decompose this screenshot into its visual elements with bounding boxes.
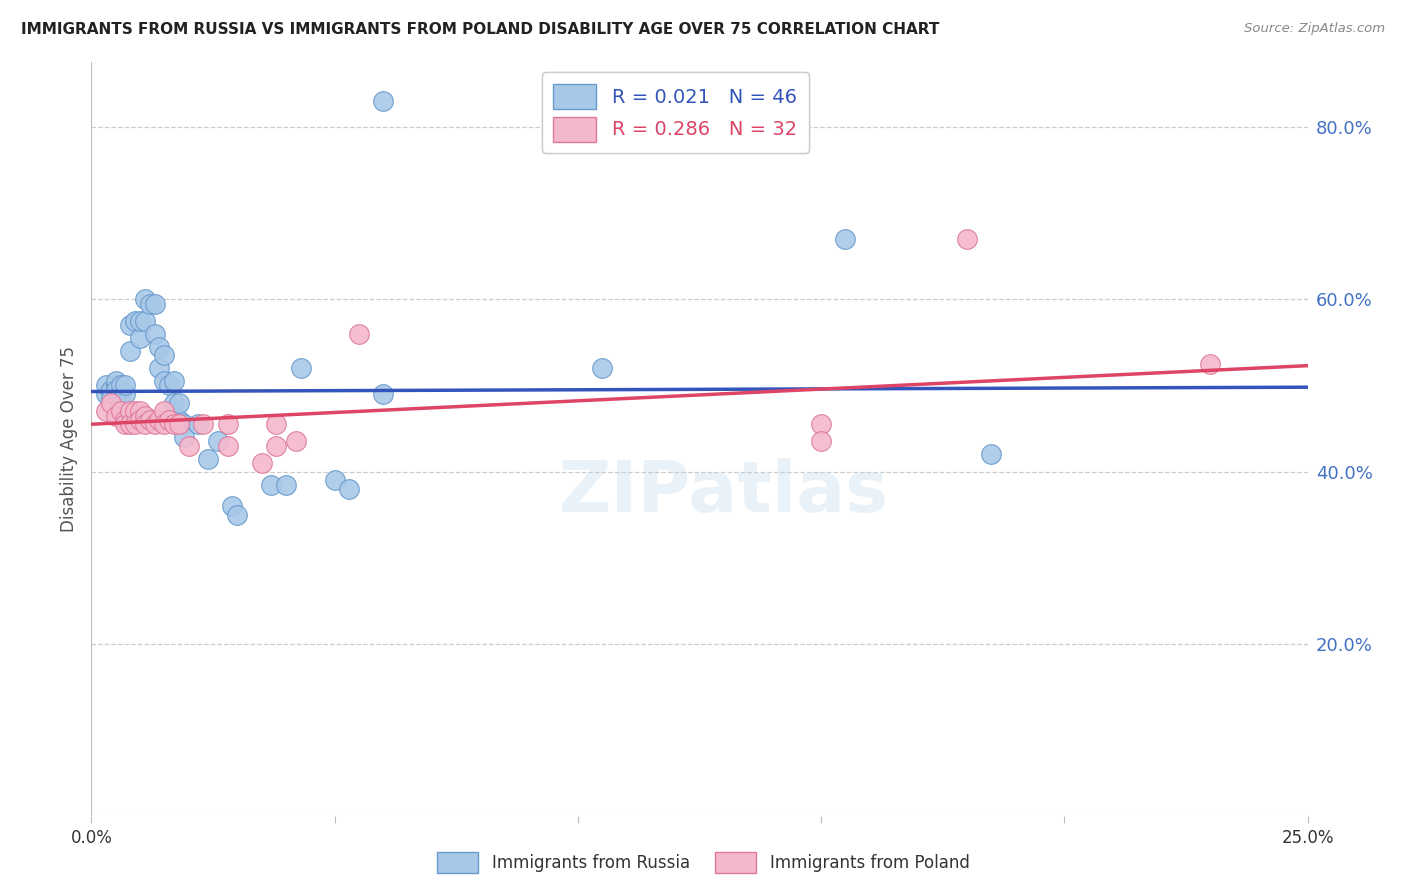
Point [120, 404, 142, 418]
Point [167, 395, 190, 409]
Point [163, 417, 186, 432]
Point [100, 392, 122, 406]
Text: IMMIGRANTS FROM RUSSIA VS IMMIGRANTS FROM POLAND DISABILITY AGE OVER 75 CORRELAT: IMMIGRANTS FROM RUSSIA VS IMMIGRANTS FRO… [21, 22, 939, 37]
Point [139, 413, 162, 427]
Point [134, 293, 156, 307]
Point [124, 314, 146, 328]
Point [104, 374, 127, 388]
Point [153, 417, 176, 432]
Legend: R = 0.021   N = 46, R = 0.286   N = 32: R = 0.021 N = 46, R = 0.286 N = 32 [541, 72, 808, 153]
Point [260, 477, 283, 491]
Point [193, 417, 215, 432]
Point [177, 439, 200, 453]
Point [207, 434, 229, 449]
Point [94, 404, 117, 418]
Point [284, 434, 307, 449]
Point [373, 387, 395, 401]
Point [250, 456, 273, 470]
Point [114, 378, 136, 392]
Point [148, 340, 170, 354]
Point [173, 430, 195, 444]
Point [157, 413, 180, 427]
Point [153, 348, 176, 362]
Point [100, 395, 122, 409]
Point [187, 417, 209, 432]
Point [148, 413, 170, 427]
Point [100, 383, 122, 397]
Point [143, 417, 166, 432]
Point [956, 232, 979, 246]
Point [157, 378, 180, 392]
Point [197, 451, 219, 466]
Point [591, 361, 613, 376]
Point [94, 387, 117, 401]
Point [110, 387, 132, 401]
Point [104, 409, 127, 423]
Point [114, 387, 136, 401]
Point [143, 326, 166, 341]
Point [129, 404, 152, 418]
Point [94, 378, 117, 392]
Point [120, 318, 142, 333]
Point [129, 331, 152, 345]
Point [129, 413, 152, 427]
Point [167, 417, 190, 432]
Point [173, 417, 195, 432]
Point [1199, 357, 1222, 371]
Point [120, 344, 142, 359]
Point [148, 361, 170, 376]
Text: ZIPatlas: ZIPatlas [558, 458, 889, 526]
Point [264, 439, 287, 453]
Point [139, 296, 162, 310]
Point [124, 404, 146, 418]
Point [153, 404, 176, 418]
Point [347, 326, 370, 341]
Point [114, 413, 136, 427]
Point [134, 417, 156, 432]
Point [810, 434, 832, 449]
Point [167, 413, 190, 427]
Point [114, 417, 136, 432]
Point [153, 374, 176, 388]
Point [104, 383, 127, 397]
Y-axis label: Disability Age Over 75: Disability Age Over 75 [59, 346, 77, 533]
Point [104, 378, 127, 392]
Point [143, 296, 166, 310]
Point [221, 499, 243, 513]
Point [810, 417, 832, 432]
Point [274, 477, 297, 491]
Point [129, 314, 152, 328]
Point [163, 374, 186, 388]
Legend: Immigrants from Russia, Immigrants from Poland: Immigrants from Russia, Immigrants from … [430, 846, 976, 880]
Point [337, 482, 360, 496]
Point [163, 395, 186, 409]
Point [980, 447, 1002, 461]
Point [217, 417, 239, 432]
Point [217, 439, 239, 453]
Point [226, 508, 249, 522]
Point [290, 361, 312, 376]
Point [120, 417, 142, 432]
Point [134, 314, 156, 328]
Point [110, 404, 132, 418]
Point [373, 94, 395, 108]
Point [110, 378, 132, 392]
Point [264, 417, 287, 432]
Point [134, 409, 156, 423]
Point [323, 473, 346, 487]
Point [124, 417, 146, 432]
Text: Source: ZipAtlas.com: Source: ZipAtlas.com [1244, 22, 1385, 36]
Point [834, 232, 856, 246]
